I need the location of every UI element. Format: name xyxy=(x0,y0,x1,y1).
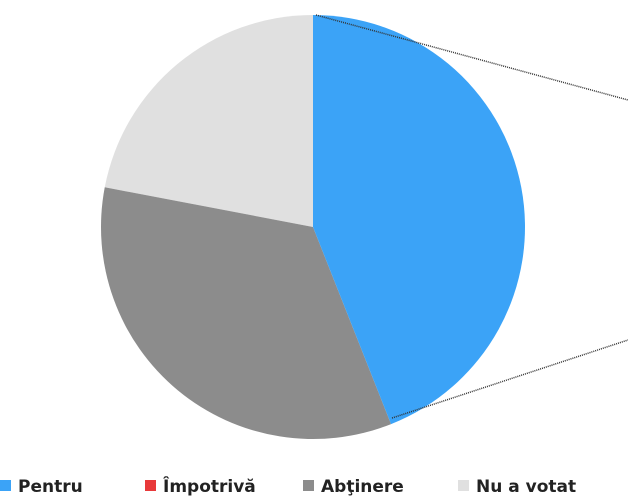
legend-label: Pentru xyxy=(18,477,83,497)
pie-slice xyxy=(100,187,392,439)
connector-line xyxy=(391,339,628,419)
legend-swatch xyxy=(0,480,11,491)
legend-label: Abţinere xyxy=(321,477,404,497)
legend-swatch xyxy=(145,480,156,491)
pie-slice xyxy=(313,15,525,425)
pie-slice xyxy=(104,15,314,227)
legend-label: Nu a votat xyxy=(476,477,576,497)
legend-swatch xyxy=(303,480,314,491)
legend-swatch xyxy=(458,480,469,491)
legend-label: Împotrivă xyxy=(163,475,256,497)
